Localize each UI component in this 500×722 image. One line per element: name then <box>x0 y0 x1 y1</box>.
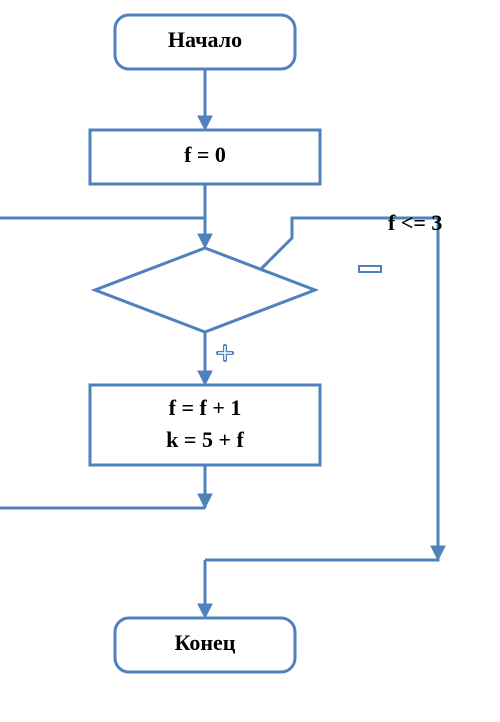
init-label: f = 0 <box>184 142 226 167</box>
body-line-0: f = f + 1 <box>169 395 242 420</box>
condition-decision <box>95 248 315 332</box>
body-line-1: k = 5 + f <box>166 427 244 452</box>
end-label: Конец <box>175 630 236 655</box>
start-label: Начало <box>168 27 242 52</box>
plus-icon <box>218 346 232 360</box>
minus-icon <box>358 265 382 273</box>
condition-label: f <= 3 <box>388 210 442 235</box>
